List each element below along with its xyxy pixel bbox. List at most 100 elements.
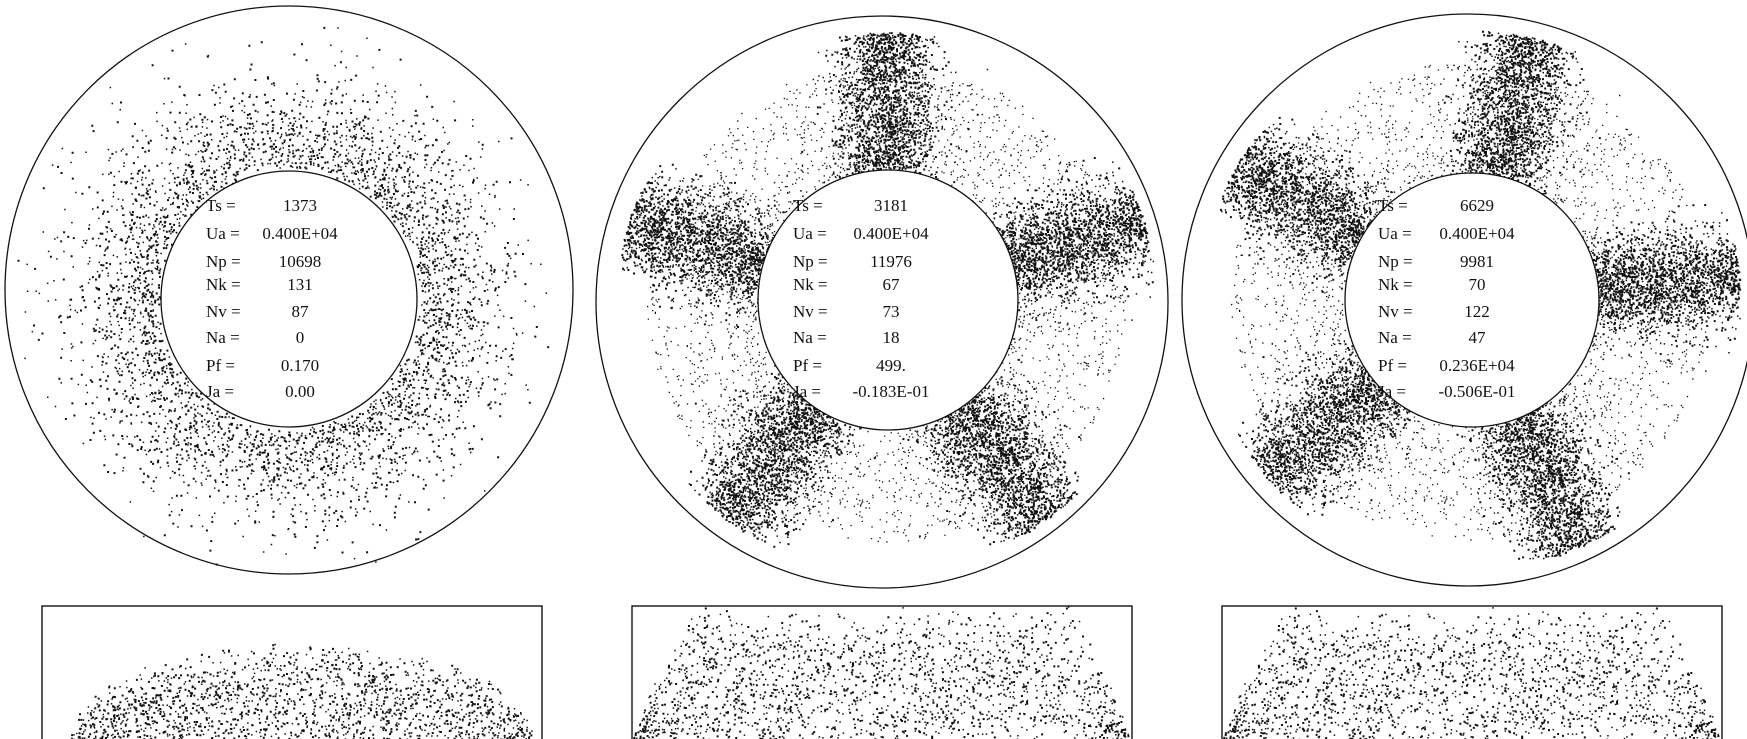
param-ua: Ua = 0.400E+04 xyxy=(1378,224,1515,243)
param-value: 10698 xyxy=(279,252,322,271)
panel-3-outer-boundary xyxy=(1181,13,1747,587)
param-nk: Nk = 70 xyxy=(1378,275,1486,294)
param-label: Pf = xyxy=(206,356,235,375)
panel-1-top-cross-section: Ts = 1373 Ua = 0.400E+04 Np = 10698 Nk = 131… xyxy=(4,5,574,575)
panel-3-top-cross-section: Ts = 6629 Ua = 0.400E+04 Np = 9981 Nk = 70 N… xyxy=(1181,13,1747,587)
panel-3-particle-cloud xyxy=(1219,30,1742,560)
particle-dots xyxy=(70,643,533,739)
panel-3-parameter-block: Ts = 6629 Ua = 0.400E+04 Np = 9981 Nk = 70 N… xyxy=(1378,196,1515,401)
panel-2-particle-cloud xyxy=(621,32,1155,548)
param-label: Pf = xyxy=(1378,356,1407,375)
param-value: 0.400E+04 xyxy=(853,224,929,243)
param-label: Ts = xyxy=(793,196,823,215)
param-ua: Ua = 0.400E+04 xyxy=(793,224,929,243)
param-na: Na = 18 xyxy=(793,328,900,347)
param-na: Na = 0 xyxy=(206,328,304,347)
param-value: 0.00 xyxy=(285,382,315,401)
panel-1-parameter-block: Ts = 1373 Ua = 0.400E+04 Np = 10698 Nk = 131… xyxy=(206,196,338,401)
param-value: 9981 xyxy=(1460,252,1494,271)
param-label: Ts = xyxy=(1378,196,1408,215)
panel-1-side-section xyxy=(41,605,543,739)
param-ts: Ts = 6629 xyxy=(1378,196,1494,215)
param-np: Np = 10698 xyxy=(206,252,321,271)
panel-3-side-section xyxy=(1221,605,1723,739)
panel-3-inner-boundary xyxy=(1344,172,1600,428)
particle-dots xyxy=(633,606,1130,739)
param-label: Ts = xyxy=(206,196,236,215)
panel-1-side-particle-cloud xyxy=(70,643,533,739)
param-label: Nk = xyxy=(206,275,241,294)
param-value: 73 xyxy=(883,302,900,321)
panel-1-side-frame xyxy=(41,605,543,739)
panel-1-outer-boundary xyxy=(4,5,574,575)
param-value: -0.183E-01 xyxy=(853,382,930,401)
param-np: Np = 11976 xyxy=(793,252,912,271)
panel-3-side-particle-cloud xyxy=(1223,607,1720,739)
param-ts: Ts = 1373 xyxy=(206,196,317,215)
param-value: 122 xyxy=(1464,302,1490,321)
param-value: 67 xyxy=(883,275,901,294)
param-value: 0 xyxy=(296,328,305,347)
panel-2-inner-boundary xyxy=(757,169,1019,431)
panel-2: Ts = 3181 Ua = 0.400E+04 Np = 11976 Nk = 67 … xyxy=(595,15,1169,739)
param-value: 0.400E+04 xyxy=(262,224,338,243)
param-ua: Ua = 0.400E+04 xyxy=(206,224,338,243)
panel-2-side-section xyxy=(631,605,1133,739)
param-label: Na = xyxy=(206,328,240,347)
panel-2-side-frame xyxy=(631,605,1133,739)
param-ja: Ja = -0.506E-01 xyxy=(1378,382,1515,401)
param-value: 0.170 xyxy=(281,356,319,375)
param-pf: Pf = 499. xyxy=(793,356,906,375)
param-value: 6629 xyxy=(1460,196,1494,215)
param-value: 1373 xyxy=(283,196,317,215)
param-label: Ua = xyxy=(206,224,240,243)
param-value: 18 xyxy=(883,328,900,347)
param-label: Ua = xyxy=(1378,224,1412,243)
param-label: Na = xyxy=(793,328,827,347)
param-nk: Nk = 131 xyxy=(206,275,313,294)
param-pf: Pf = 0.170 xyxy=(206,356,319,375)
param-ja: Ja = -0.183E-01 xyxy=(793,382,929,401)
param-value: 131 xyxy=(287,275,313,294)
param-ts: Ts = 3181 xyxy=(793,196,908,215)
param-pf: Pf = 0.236E+04 xyxy=(1378,356,1515,375)
param-nv: Nv = 87 xyxy=(206,302,309,321)
panel-1: Ts = 1373 Ua = 0.400E+04 Np = 10698 Nk = 131… xyxy=(4,5,574,739)
particle-dots xyxy=(621,32,1155,548)
param-label: Ja = xyxy=(206,382,234,401)
param-label: Ja = xyxy=(1378,382,1406,401)
param-nv: Nv = 73 xyxy=(793,302,900,321)
param-value: 87 xyxy=(292,302,310,321)
param-value: 70 xyxy=(1469,275,1486,294)
param-value: -0.506E-01 xyxy=(1439,382,1516,401)
param-label: Nk = xyxy=(793,275,828,294)
param-ja: Ja = 0.00 xyxy=(206,382,315,401)
param-value: 0.236E+04 xyxy=(1439,356,1515,375)
param-label: Na = xyxy=(1378,328,1412,347)
param-label: Np = xyxy=(793,252,828,271)
panel-1-inner-boundary xyxy=(160,170,418,428)
param-value: 3181 xyxy=(874,196,908,215)
param-label: Nk = xyxy=(1378,275,1413,294)
param-value: 499. xyxy=(876,356,906,375)
param-nv: Nv = 122 xyxy=(1378,302,1490,321)
particle-dots xyxy=(1223,607,1720,739)
panel-2-parameter-block: Ts = 3181 Ua = 0.400E+04 Np = 11976 Nk = 67 … xyxy=(793,196,929,401)
param-label: Nv = xyxy=(793,302,828,321)
param-label: Np = xyxy=(1378,252,1413,271)
param-np: Np = 9981 xyxy=(1378,252,1494,271)
param-value: 0.400E+04 xyxy=(1439,224,1515,243)
panel-3: Ts = 6629 Ua = 0.400E+04 Np = 9981 Nk = 70 N… xyxy=(1181,13,1747,739)
param-label: Pf = xyxy=(793,356,822,375)
panel-3-side-frame xyxy=(1221,605,1723,739)
param-na: Na = 47 xyxy=(1378,328,1486,347)
param-label: Np = xyxy=(206,252,241,271)
param-value: 11976 xyxy=(870,252,912,271)
param-label: Ja = xyxy=(793,382,821,401)
panel-2-outer-boundary xyxy=(595,15,1169,589)
param-nk: Nk = 67 xyxy=(793,275,900,294)
param-label: Ua = xyxy=(793,224,827,243)
particle-dots xyxy=(1219,30,1742,560)
param-label: Nv = xyxy=(1378,302,1413,321)
